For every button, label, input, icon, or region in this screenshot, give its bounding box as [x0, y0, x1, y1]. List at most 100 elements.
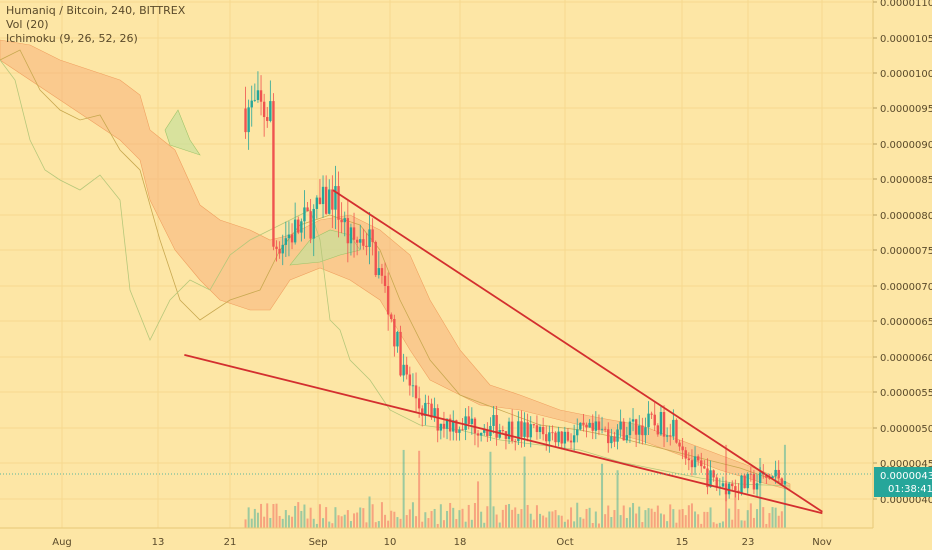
volume-bar — [690, 503, 693, 528]
candle-body — [675, 419, 678, 443]
candle — [290, 223, 294, 250]
candle-body — [684, 450, 687, 459]
candle-body — [262, 101, 266, 118]
candle-body — [318, 197, 322, 205]
x-axis: Aug 13 21 Sep 10 18 Oct 15 23 Nov — [0, 527, 873, 548]
candle-body — [390, 314, 393, 319]
candle — [346, 199, 350, 263]
volume-bar — [721, 521, 724, 528]
candle-body — [582, 422, 585, 425]
volume-bar — [387, 520, 390, 528]
volume-bar — [470, 519, 473, 528]
candle-body — [585, 424, 588, 428]
last-price-badge: 0.00000435 01:38:41 — [874, 467, 932, 497]
volume-bar — [489, 451, 492, 528]
candle-body — [495, 415, 498, 438]
volume-bar — [287, 515, 290, 528]
symbol-title[interactable]: Humaniq / Bitcoin, 240, BITTREX — [6, 4, 186, 17]
candle-body — [253, 99, 257, 101]
candle — [510, 409, 514, 444]
candle-body — [402, 364, 405, 376]
candle-body — [653, 414, 656, 426]
volume-bar — [424, 512, 427, 528]
volume-bar — [647, 508, 650, 528]
volume-bar — [486, 506, 489, 528]
volume-bar — [663, 514, 666, 528]
candle — [721, 476, 725, 488]
candle-body — [538, 426, 542, 433]
candle-body — [476, 433, 480, 436]
candle-body — [266, 117, 269, 121]
candle — [743, 473, 746, 489]
candle — [755, 474, 759, 497]
volume-bar — [712, 522, 715, 528]
volume-bar — [266, 503, 269, 528]
candle — [411, 373, 415, 398]
volume-bar — [678, 509, 681, 528]
volume-bar — [464, 521, 467, 528]
volume-bar — [604, 514, 607, 528]
x-tick-label: Sep — [309, 537, 328, 548]
volume-bar — [697, 514, 700, 528]
volume-bar — [253, 508, 256, 528]
volume-indicator-label[interactable]: Vol (20) — [6, 18, 49, 31]
volume-bar — [681, 509, 684, 528]
candle — [631, 407, 635, 432]
candle-body — [743, 475, 746, 489]
candle-body — [560, 431, 563, 444]
candle — [603, 426, 607, 433]
candle-body — [687, 458, 691, 461]
candle — [600, 416, 604, 434]
volume-bar — [306, 518, 309, 528]
candle — [647, 401, 650, 436]
volume-bar — [594, 511, 597, 528]
candle — [588, 419, 591, 428]
candle — [541, 417, 545, 441]
volume-bar — [622, 505, 625, 528]
candle-body — [591, 422, 594, 431]
candle-body — [473, 418, 477, 434]
volume-bar — [579, 517, 582, 528]
candle-body — [324, 186, 328, 214]
candle — [486, 422, 489, 442]
volume-bar — [718, 522, 721, 528]
candle-body — [771, 476, 774, 479]
candle-body — [740, 475, 743, 493]
candle — [284, 221, 288, 258]
candle — [662, 405, 666, 447]
candle-body — [768, 477, 771, 479]
candle-body — [256, 90, 260, 100]
x-tick-label: Nov — [812, 537, 832, 548]
candle-body — [290, 234, 294, 243]
candle-body — [337, 186, 340, 220]
candle — [538, 424, 542, 439]
candle-body — [442, 423, 446, 429]
volume-bar — [269, 517, 272, 528]
volume-bar — [619, 515, 622, 528]
candle — [399, 325, 402, 377]
candle — [566, 428, 570, 443]
candle-body — [678, 442, 681, 447]
candle-body — [452, 420, 455, 432]
candle-body — [634, 419, 638, 435]
volume-bar — [504, 504, 507, 528]
bar-countdown: 01:38:41 — [888, 484, 932, 495]
candle-body — [445, 418, 449, 429]
volume-bar — [455, 519, 458, 528]
ichimoku-indicator-label[interactable]: Ichimoku (9, 26, 52, 26) — [6, 32, 138, 45]
volume-bar — [545, 517, 548, 528]
candle — [324, 175, 328, 215]
volume-bar — [328, 521, 331, 528]
candle — [638, 415, 641, 444]
volume-bar — [461, 508, 464, 528]
candle — [321, 175, 325, 218]
candle — [554, 431, 557, 447]
